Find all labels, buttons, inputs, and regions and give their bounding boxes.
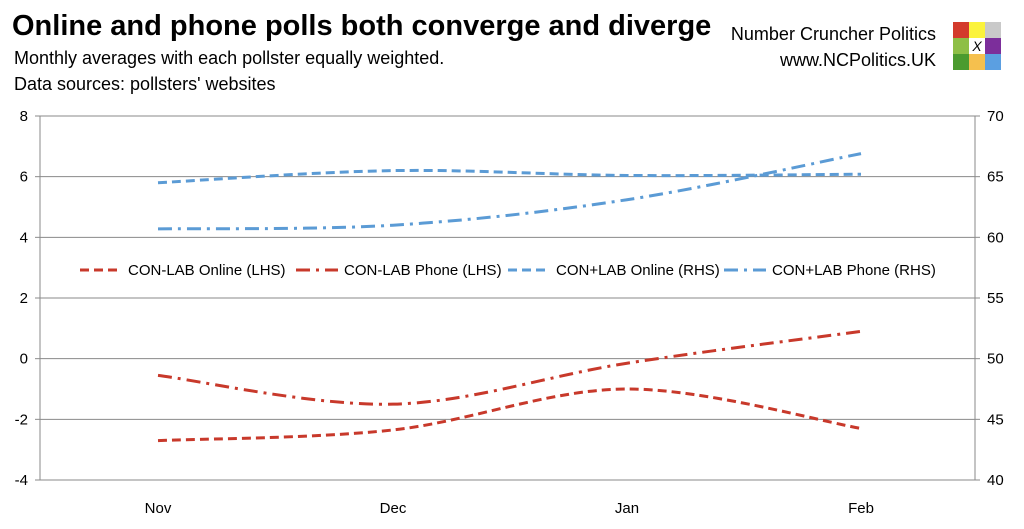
right-tick-label: 50 (987, 351, 1004, 368)
logo-tile (985, 22, 1001, 38)
brand-url: www.NCPolitics.UK (779, 50, 936, 70)
chart-title: Online and phone polls both converge and… (12, 10, 712, 42)
legend-label: CON+LAB Online (RHS) (556, 262, 720, 279)
chart-subtitle: Monthly averages with each pollster equa… (14, 48, 445, 68)
series-line-con-lab-online-lhs- (157, 387, 862, 443)
logo-tile (953, 22, 969, 38)
legend-item: CON+LAB Online (RHS) (508, 262, 720, 279)
x-tick-label: Dec (380, 500, 407, 517)
ncp-logo: X (953, 22, 1001, 70)
legend-label: CON-LAB Phone (LHS) (344, 262, 502, 279)
legend-item: CON-LAB Phone (LHS) (296, 262, 502, 279)
logo-tile (969, 22, 985, 38)
legend-item: CON-LAB Online (LHS) (80, 262, 286, 279)
left-tick-label: 4 (20, 229, 28, 246)
left-tick-label: -4 (15, 472, 28, 489)
left-tick-label: 0 (20, 351, 28, 368)
logo-tile (969, 54, 985, 70)
right-tick-label: 45 (987, 411, 1004, 428)
right-tick-label: 60 (987, 229, 1004, 246)
x-tick-label: Feb (848, 500, 874, 517)
series-line-con-lab-online-rhs- (157, 168, 862, 185)
right-tick-label: 65 (987, 169, 1004, 186)
data-source: Data sources: pollsters' websites (14, 74, 276, 94)
x-tick-label: Nov (145, 500, 172, 517)
legend-label: CON-LAB Online (LHS) (128, 262, 286, 279)
logo-tile (953, 38, 969, 54)
series-line-con-lab-phone-rhs- (157, 152, 862, 231)
series-line-con-lab-phone-lhs- (157, 329, 862, 406)
legend-label: CON+LAB Phone (RHS) (772, 262, 936, 279)
right-tick-label: 55 (987, 290, 1004, 307)
logo-tile (985, 54, 1001, 70)
logo-tile (953, 54, 969, 70)
right-tick-label: 70 (987, 108, 1004, 125)
legend-item: CON+LAB Phone (RHS) (724, 262, 936, 279)
left-tick-label: -2 (15, 411, 28, 428)
brand-name: Number Cruncher Politics (730, 24, 936, 44)
logo-tile: X (969, 38, 985, 54)
left-tick-label: 8 (20, 108, 28, 125)
left-tick-label: 6 (20, 169, 28, 186)
left-tick-label: 2 (20, 290, 28, 307)
logo-tile (985, 38, 1001, 54)
right-tick-label: 40 (987, 472, 1004, 489)
x-tick-label: Jan (615, 500, 639, 517)
